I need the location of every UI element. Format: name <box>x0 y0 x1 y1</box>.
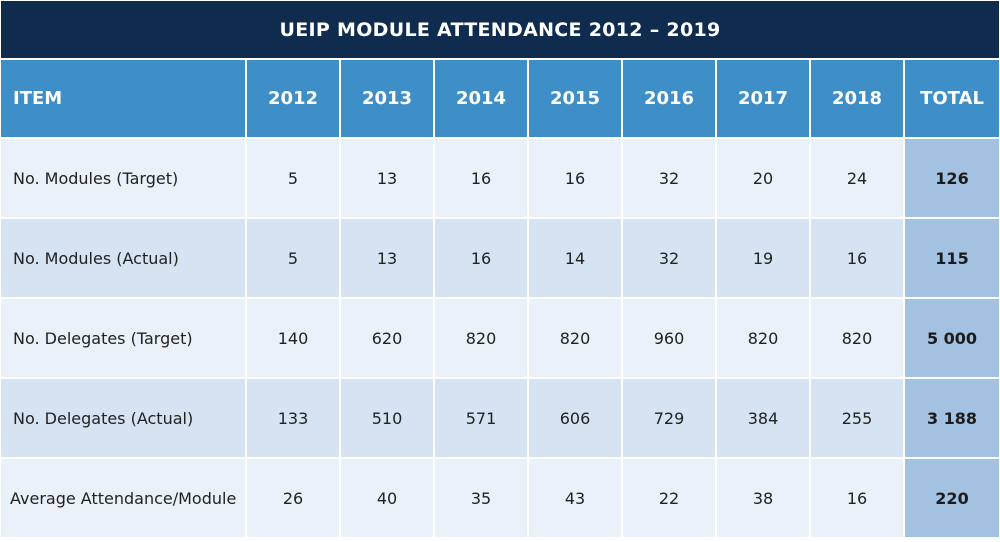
table-cell: 606 <box>529 379 623 459</box>
table-cell: 820 <box>435 299 529 379</box>
total-cell: 126 <box>905 139 999 219</box>
table-title: UEIP MODULE ATTENDANCE 2012 – 2019 <box>1 1 999 58</box>
table-cell: 16 <box>435 139 529 219</box>
row-label: No. Modules (Target) <box>1 139 247 219</box>
table-cell: 19 <box>717 219 811 299</box>
column-header-2018: 2018 <box>811 60 905 139</box>
attendance-table: ITEM 2012 2013 2014 2015 2016 2017 2018 … <box>1 60 999 539</box>
table-cell: 571 <box>435 379 529 459</box>
table-row: No. Modules (Target) 5 13 16 16 32 20 24… <box>1 139 999 219</box>
total-cell: 5 000 <box>905 299 999 379</box>
column-header-2016: 2016 <box>623 60 717 139</box>
table-cell: 22 <box>623 459 717 539</box>
table-cell: 43 <box>529 459 623 539</box>
table-cell: 40 <box>341 459 435 539</box>
table-cell: 140 <box>247 299 341 379</box>
table-cell: 14 <box>529 219 623 299</box>
column-header-2012: 2012 <box>247 60 341 139</box>
table-cell: 16 <box>435 219 529 299</box>
table-cell: 20 <box>717 139 811 219</box>
table-cell: 729 <box>623 379 717 459</box>
table-row: No. Delegates (Target) 140 620 820 820 9… <box>1 299 999 379</box>
row-label: No. Modules (Actual) <box>1 219 247 299</box>
table-cell: 38 <box>717 459 811 539</box>
row-label: No. Delegates (Target) <box>1 299 247 379</box>
table-cell: 133 <box>247 379 341 459</box>
header-row: ITEM 2012 2013 2014 2015 2016 2017 2018 … <box>1 60 999 139</box>
table-cell: 820 <box>529 299 623 379</box>
table-cell: 960 <box>623 299 717 379</box>
table-cell: 820 <box>717 299 811 379</box>
table-cell: 255 <box>811 379 905 459</box>
column-header-2017: 2017 <box>717 60 811 139</box>
row-label: No. Delegates (Actual) <box>1 379 247 459</box>
column-header-2013: 2013 <box>341 60 435 139</box>
table-cell: 384 <box>717 379 811 459</box>
table-cell: 620 <box>341 299 435 379</box>
table-cell: 24 <box>811 139 905 219</box>
table-cell: 820 <box>811 299 905 379</box>
table-cell: 13 <box>341 219 435 299</box>
column-header-item: ITEM <box>1 60 247 139</box>
total-cell: 3 188 <box>905 379 999 459</box>
total-cell: 220 <box>905 459 999 539</box>
column-header-2014: 2014 <box>435 60 529 139</box>
table-row: No. Delegates (Actual) 133 510 571 606 7… <box>1 379 999 459</box>
table-cell: 16 <box>811 219 905 299</box>
table-cell: 32 <box>623 219 717 299</box>
table-row: Average Attendance/Module 26 40 35 43 22… <box>1 459 999 539</box>
table-cell: 5 <box>247 219 341 299</box>
total-cell: 115 <box>905 219 999 299</box>
table-cell: 35 <box>435 459 529 539</box>
row-label: Average Attendance/Module <box>1 459 247 539</box>
table-cell: 16 <box>529 139 623 219</box>
table-cell: 16 <box>811 459 905 539</box>
column-header-2015: 2015 <box>529 60 623 139</box>
table-cell: 32 <box>623 139 717 219</box>
table-row: No. Modules (Actual) 5 13 16 14 32 19 16… <box>1 219 999 299</box>
column-header-total: TOTAL <box>905 60 999 139</box>
table-cell: 510 <box>341 379 435 459</box>
table-cell: 26 <box>247 459 341 539</box>
table-cell: 5 <box>247 139 341 219</box>
table-cell: 13 <box>341 139 435 219</box>
